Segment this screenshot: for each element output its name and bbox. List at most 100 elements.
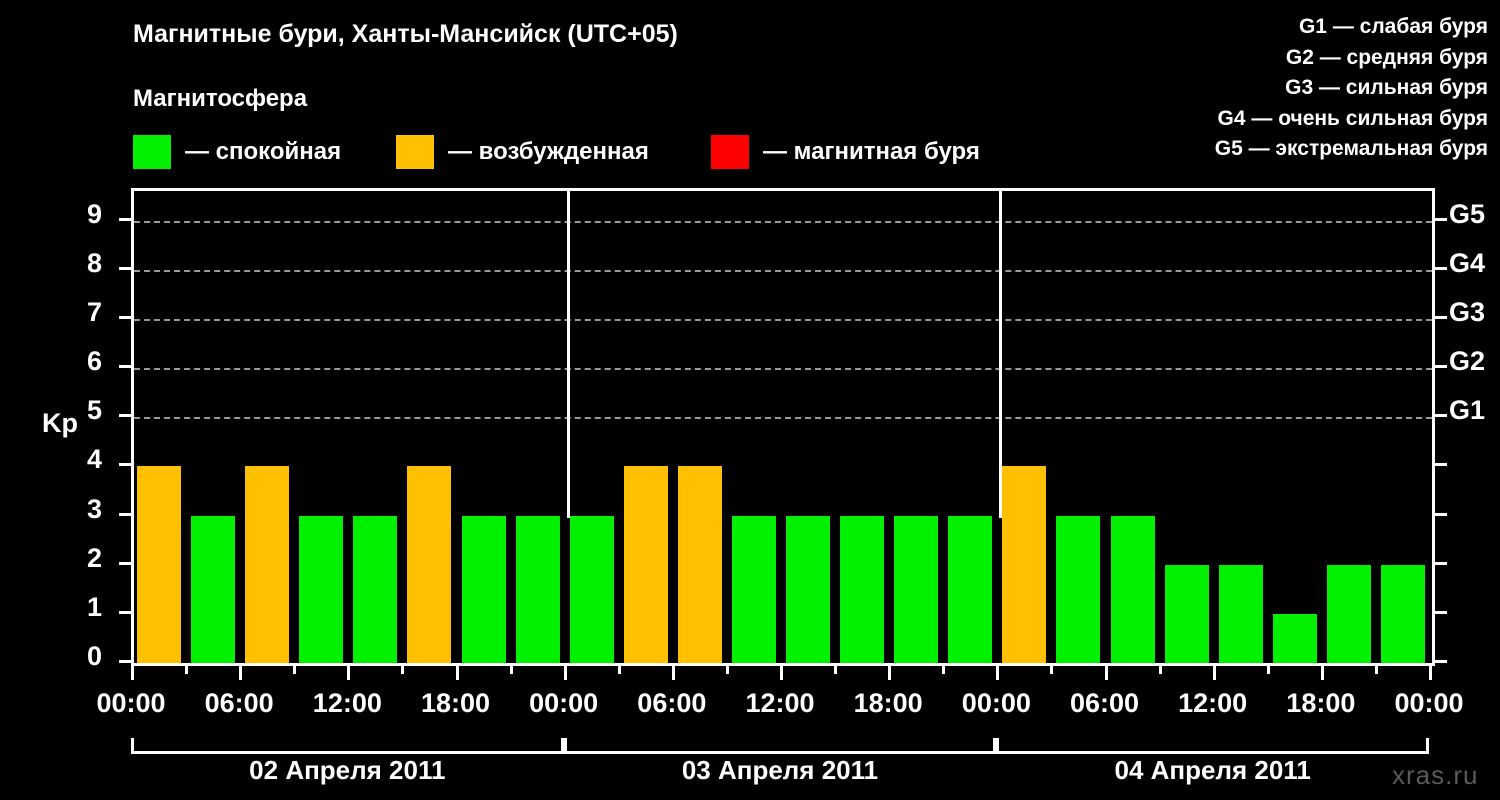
g-tick-label-g2: G2 <box>1449 346 1486 376</box>
day-bracket-3 <box>996 738 1429 754</box>
bar <box>840 515 885 663</box>
y-tick-mark-3 <box>119 512 132 516</box>
y-tick-label-5: 5 <box>86 395 102 426</box>
y-tick-label-1: 1 <box>86 591 102 622</box>
x-tick-label-1: 06:00 <box>204 688 274 718</box>
bar <box>894 515 939 663</box>
legend-label-storm: — магнитная буря <box>763 138 980 165</box>
bar <box>786 515 830 663</box>
day-label-3: 04 Апреля 2011 <box>1114 755 1311 785</box>
g-legend-text: — слабая буря <box>1332 15 1488 38</box>
x-tick-mark-8 <box>996 663 1000 680</box>
day-label-2: 03 Апреля 2011 <box>681 755 879 785</box>
y-tick-label-8: 8 <box>86 247 102 278</box>
x-tick-mark-9 <box>1104 663 1108 680</box>
x-tick-label-12: 00:00 <box>1394 688 1464 718</box>
bar <box>731 515 776 663</box>
g-scale-legend: G1 — слабая буря G2 — средняя буря G3 — си… <box>1068 12 1488 165</box>
x-tick-label-10: 12:00 <box>1178 688 1248 718</box>
g-legend-row-g5: G5 — экстремальная буря <box>1068 134 1488 165</box>
legend-label-excited: — возбужденная <box>448 138 649 165</box>
g-tick-mark-g1 <box>1434 414 1447 418</box>
watermark: xras.ru <box>1392 760 1479 790</box>
g-tick-mark-g4 <box>1434 266 1447 270</box>
y-tick-mark-4 <box>119 463 132 467</box>
bar <box>1272 613 1317 663</box>
legend-swatch-calm <box>133 135 171 169</box>
bar <box>137 466 181 663</box>
g-legend-text: — сильная буря <box>1318 76 1488 99</box>
bar <box>623 466 668 663</box>
x-tick-mark-6 <box>780 663 783 680</box>
bar <box>353 515 398 663</box>
y-tick-mark-7 <box>119 315 132 319</box>
g-tick-mark-g5 <box>1434 217 1447 221</box>
y-tick-label-2: 2 <box>86 542 102 573</box>
x-tick-label-3: 18:00 <box>420 688 491 718</box>
bar <box>948 515 993 663</box>
y-tick-label-3: 3 <box>86 493 102 524</box>
y-tick-mark-6 <box>119 365 132 368</box>
g-tick-label-g5: G5 <box>1449 198 1486 229</box>
day-bracket-1 <box>131 738 564 754</box>
g-tick-label-g3: G3 <box>1449 296 1486 327</box>
x-minor-tick-15 <box>942 663 946 674</box>
x-tick-mark-10 <box>1212 663 1216 680</box>
g-minor-tick-kp-1 <box>1434 610 1447 614</box>
x-tick-mark-5 <box>671 663 675 680</box>
bar <box>677 466 722 663</box>
x-tick-mark-1 <box>239 663 243 680</box>
bar <box>407 466 452 663</box>
y-tick-label-0: 0 <box>86 641 102 671</box>
bar <box>515 515 560 663</box>
x-tick-label-6: 12:00 <box>745 688 815 718</box>
x-minor-tick-21 <box>1266 663 1270 674</box>
day-separator-1 <box>566 191 570 518</box>
x-tick-label-7: 18:00 <box>853 688 923 718</box>
bar <box>1218 564 1263 663</box>
y-tick-label-7: 7 <box>86 296 102 327</box>
bar <box>1326 564 1371 663</box>
y-tick-mark-9 <box>119 217 132 221</box>
g-tick-label-g1: G1 <box>1449 395 1486 426</box>
x-minor-tick-5 <box>401 663 405 674</box>
y-tick-mark-5 <box>119 414 132 418</box>
bar <box>569 515 614 663</box>
x-tick-label-8: 00:00 <box>961 688 1031 718</box>
x-tick-label-2: 12:00 <box>312 688 382 718</box>
chart-plot-inner <box>134 191 1432 663</box>
legend-label-calm: — спокойная <box>185 138 342 165</box>
x-tick-mark-12 <box>1429 663 1432 680</box>
x-minor-tick-19 <box>1158 663 1162 674</box>
x-tick-label-5: 06:00 <box>637 688 707 718</box>
x-minor-tick-7 <box>509 663 513 674</box>
x-tick-mark-7 <box>888 663 892 680</box>
bar <box>245 466 290 663</box>
y-tick-label-4: 4 <box>86 444 102 475</box>
g-tick-mark-g2 <box>1434 365 1447 368</box>
x-tick-mark-11 <box>1320 663 1324 680</box>
g-legend-row-g2: G2 — средняя буря <box>1068 43 1488 74</box>
legend-item-storm: — магнитная буря <box>711 133 980 171</box>
gridline-kp-7 <box>134 318 1432 321</box>
page-title: Магнитные бури, Ханты-Мансийск (UTC+05) <box>133 20 678 48</box>
legend-item-excited: — возбужденная <box>396 133 649 171</box>
bar <box>1056 515 1101 663</box>
x-minor-tick-1 <box>185 663 189 674</box>
x-minor-tick-9 <box>617 663 621 674</box>
x-tick-label-0: 00:00 <box>96 688 166 718</box>
y-axis-title: Kp <box>42 408 78 438</box>
g-tick-label-g4: G4 <box>1449 247 1486 278</box>
g-legend-text: — средняя буря <box>1319 45 1488 69</box>
x-tick-label-4: 00:00 <box>529 688 599 718</box>
g-legend-text: — экстремальная буря <box>1248 137 1488 160</box>
day-bracket-2 <box>563 738 997 754</box>
bar <box>299 515 344 663</box>
y-tick-mark-2 <box>119 561 132 565</box>
magnetosphere-heading: Магнитосфера <box>133 85 308 112</box>
g-minor-tick-kp-4 <box>1434 463 1447 467</box>
g-legend-code: G2 <box>1285 45 1320 69</box>
y-tick-mark-0 <box>119 660 132 663</box>
x-tick-mark-0 <box>131 663 134 680</box>
x-minor-tick-23 <box>1374 663 1378 674</box>
